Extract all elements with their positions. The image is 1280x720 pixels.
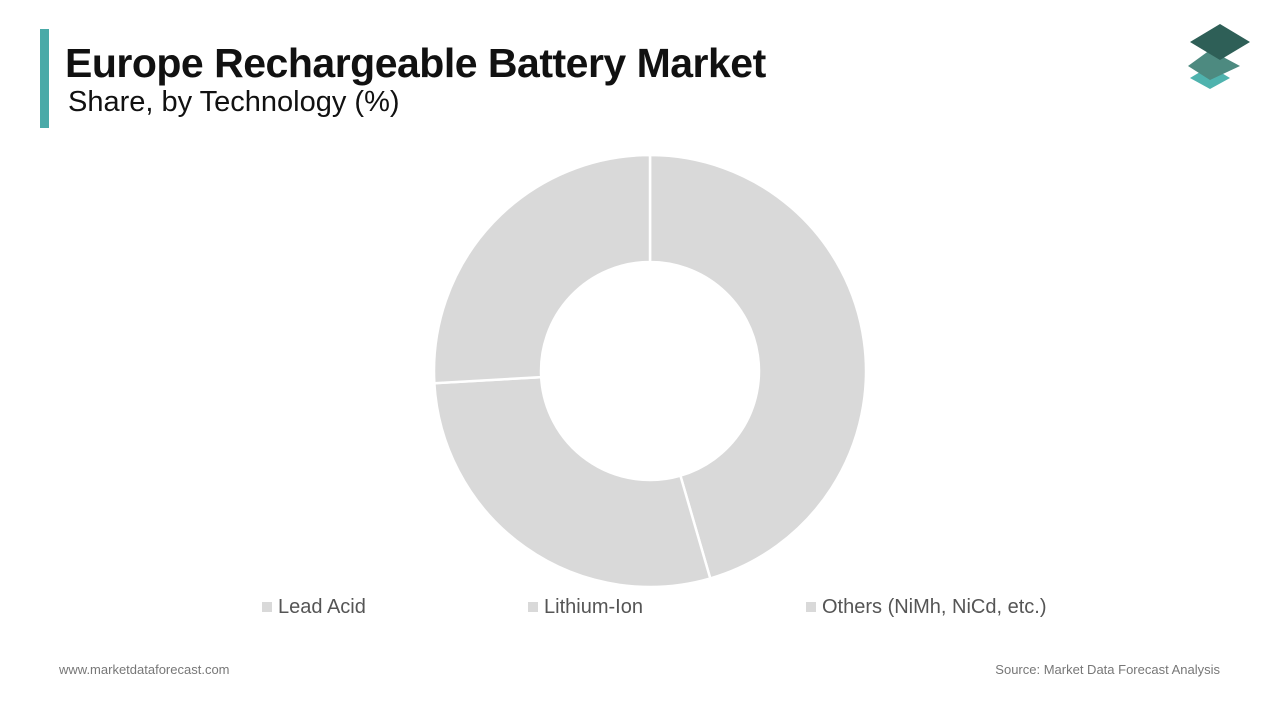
legend-label-others: Others (NiMh, NiCd, etc.) (822, 595, 1047, 618)
donut-slice-lithium-ion (433, 375, 712, 589)
legend-item-lead-acid: Lead Acid (262, 594, 366, 620)
legend-swatch-others (806, 602, 816, 612)
legend-item-lithium-ion: Lithium-Ion (528, 594, 643, 620)
legend-swatch-lithium-ion (528, 602, 538, 612)
legend-label-lead-acid: Lead Acid (278, 595, 366, 618)
donut-slice-lead-acid (648, 153, 868, 580)
chart-subtitle: Share, by Technology (%) (68, 86, 400, 118)
company-logo-icon (1188, 24, 1250, 89)
source-note: Source: Market Data Forecast Analysis (995, 662, 1220, 677)
logo-layer-middle (1188, 50, 1240, 80)
legend-swatch-lead-acid (262, 602, 272, 612)
donut-slice-others (432, 153, 652, 385)
website-link[interactable]: www.marketdataforecast.com (59, 662, 230, 677)
legend-label-lithium-ion: Lithium-Ion (544, 595, 643, 618)
logo-layer-top (1190, 24, 1250, 60)
legend-item-others: Others (NiMh, NiCd, etc.) (806, 594, 1046, 620)
chart-title: Europe Rechargeable Battery Market (65, 40, 766, 86)
title-accent-bar (40, 29, 49, 128)
